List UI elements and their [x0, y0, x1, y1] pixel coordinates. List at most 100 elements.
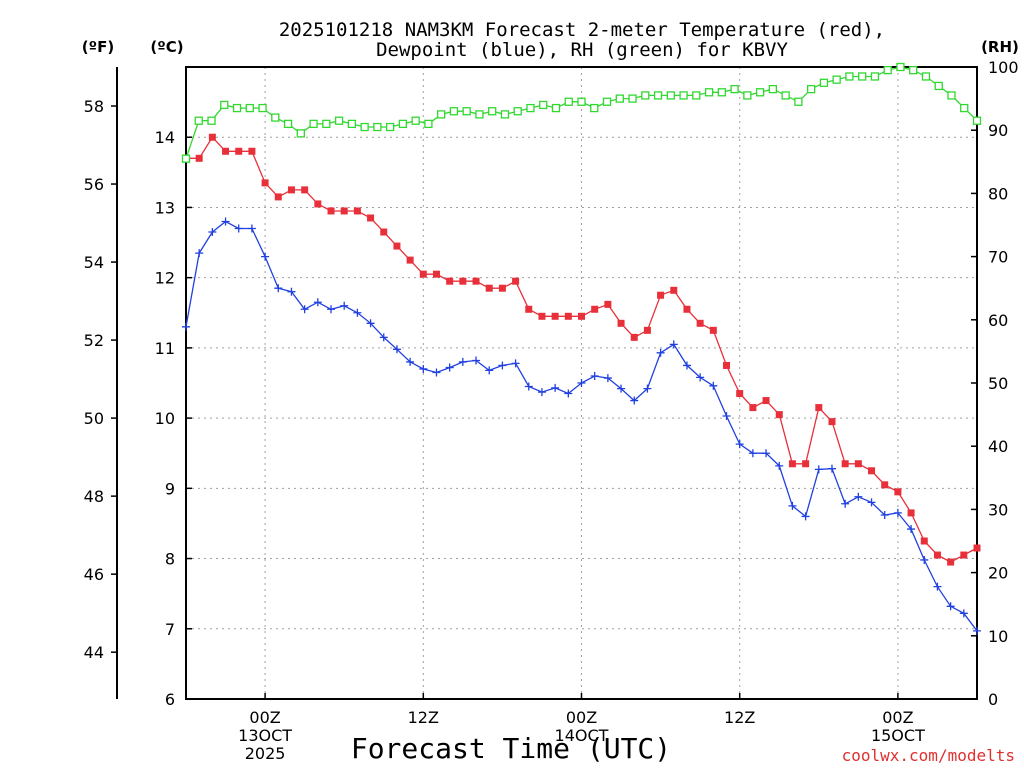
rh-point — [602, 97, 612, 106]
temperature-point — [235, 147, 243, 155]
rh-point — [653, 91, 663, 100]
temperature-point — [564, 312, 572, 320]
c-tick-label: 14 — [155, 128, 175, 147]
rh-tick-label: 70 — [988, 248, 1008, 267]
dewpoint-line — [185, 220, 978, 632]
temperature-point — [314, 200, 322, 208]
c-tick-label: 13 — [155, 198, 175, 217]
series-temperature — [182, 133, 981, 566]
temperature-point — [907, 509, 915, 517]
fahrenheit-unit-label: (ºF) — [82, 38, 114, 56]
f-tick-label: 44 — [84, 643, 104, 662]
temperature-point — [301, 186, 309, 194]
temperature-point — [775, 411, 783, 419]
rh-tick-label: 20 — [988, 564, 1008, 583]
series-dewpoint — [182, 217, 981, 635]
f-tick-label: 52 — [84, 331, 104, 350]
temperature-point — [459, 277, 467, 285]
rh-point — [334, 116, 344, 125]
temperature-point — [274, 193, 282, 201]
dewpoint-point — [841, 499, 850, 508]
c-tick-label: 8 — [165, 550, 175, 569]
dewpoint-point — [801, 512, 810, 521]
dewpoint-point — [709, 381, 718, 390]
c-tick-label: 6 — [165, 690, 175, 709]
dewpoint-point — [406, 357, 415, 366]
dewpoint-point — [788, 501, 797, 510]
rh-point — [462, 107, 471, 116]
dewpoint-point — [775, 461, 784, 470]
rh-point — [806, 84, 816, 94]
temperature-point — [512, 277, 520, 285]
rh-point — [220, 100, 229, 110]
x-tick-label: 14OCT — [555, 726, 609, 745]
temperature-point — [248, 147, 256, 155]
dewpoint-point — [392, 345, 401, 354]
dewpoint-point — [353, 308, 362, 317]
x-tick-label: 00Z — [882, 708, 913, 727]
x-axis-title: Forecast Time (UTC) — [351, 732, 671, 765]
temperature-point — [868, 467, 876, 475]
temperature-point — [472, 277, 480, 285]
dewpoint-point — [748, 449, 757, 458]
temperature-point — [446, 277, 454, 285]
rh-tick-label: 60 — [988, 311, 1008, 330]
temperature-point — [578, 312, 585, 320]
rh-point — [207, 116, 216, 125]
dewpoint-point — [643, 384, 652, 393]
rh-unit-label: (RH) — [981, 38, 1019, 56]
data-series — [181, 62, 982, 635]
temperature-point — [485, 284, 493, 292]
temperature-point — [406, 256, 414, 264]
rh-point — [181, 154, 191, 163]
dewpoint-point — [617, 384, 626, 393]
rh-point — [883, 66, 892, 75]
x-tick-label: 2025 — [245, 744, 286, 763]
rh-point — [781, 91, 790, 100]
rh-point — [743, 91, 752, 100]
temperature-point — [920, 537, 928, 545]
temperature-point — [287, 186, 295, 194]
f-tick-label: 48 — [84, 487, 104, 506]
f-tick-label: 54 — [84, 253, 104, 272]
dewpoint-point — [234, 224, 243, 233]
dewpoint-point — [366, 319, 375, 328]
dewpoint-point — [920, 555, 929, 564]
rh-point — [768, 84, 778, 94]
dewpoint-point — [669, 340, 678, 349]
rh-point — [666, 91, 675, 100]
dewpoint-point — [300, 305, 309, 314]
dewpoint-point — [261, 252, 270, 261]
rh-point — [794, 97, 803, 106]
rh-point — [717, 88, 726, 97]
x-tick-label: 12Z — [408, 708, 439, 727]
dewpoint-point — [524, 382, 533, 391]
temperature-point — [933, 551, 941, 559]
temperature-point — [657, 291, 665, 299]
dewpoint-point — [893, 508, 902, 517]
dewpoint-point — [340, 301, 349, 310]
dewpoint-point — [313, 298, 322, 307]
dewpoint-point — [379, 333, 388, 342]
temperature-point — [762, 397, 770, 405]
dewpoint-point — [973, 626, 981, 635]
x-tick-label: 13OCT — [238, 726, 292, 745]
rh-point — [271, 113, 280, 122]
rh-point — [755, 88, 765, 97]
temperature-point — [591, 305, 599, 313]
dewpoint-point — [814, 465, 823, 474]
temperature-point — [340, 207, 348, 215]
temperature-point — [723, 361, 731, 369]
rh-point — [564, 97, 573, 106]
dewpoint-point — [762, 449, 771, 458]
rh-point — [347, 119, 357, 129]
temperature-point — [353, 207, 361, 215]
dewpoint-point — [867, 498, 876, 507]
temperature-point — [683, 305, 691, 313]
c-tick-label: 11 — [155, 339, 175, 358]
temperature-point — [736, 390, 744, 398]
rh-point — [960, 103, 969, 113]
dewpoint-point — [656, 348, 665, 357]
temperature-point — [881, 481, 889, 489]
rh-point — [245, 103, 254, 113]
